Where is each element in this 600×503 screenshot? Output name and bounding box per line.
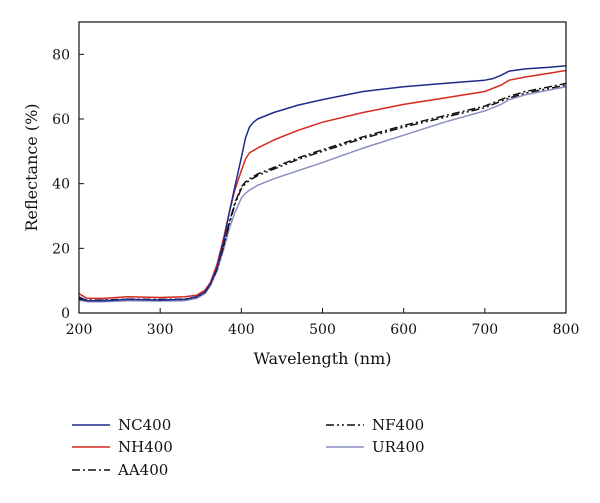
legend: NC400 NH400 AA400 NF400 UR400	[72, 416, 425, 479]
x-tick-label: 800	[553, 322, 580, 338]
y-tick-label: 60	[52, 112, 70, 128]
y-tick-label: 80	[52, 47, 70, 63]
legend-label-nc400: NC400	[118, 416, 171, 434]
legend-label-nh400: NH400	[118, 438, 173, 456]
x-tick-label: 700	[471, 322, 498, 338]
x-tick-label: 600	[390, 322, 417, 338]
series-line-nh400	[79, 69, 566, 300]
y-tick-label: 20	[52, 241, 70, 257]
y-tick-label: 40	[52, 177, 70, 193]
series-line-aa400	[79, 82, 566, 301]
x-tick-label: 200	[66, 322, 93, 338]
x-axis-label: Wavelength (nm)	[253, 349, 391, 368]
legend-label-ur400: UR400	[372, 438, 425, 456]
x-tick-label: 300	[147, 322, 174, 338]
x-tick-label: 500	[309, 322, 336, 338]
series-line-ur400	[79, 85, 566, 303]
y-axis-label: Reflectance (%)	[22, 103, 41, 231]
x-tick-label: 400	[228, 322, 255, 338]
legend-label-aa400: AA400	[117, 461, 168, 479]
plot-frame	[78, 21, 567, 314]
series-line-nc400	[79, 64, 566, 302]
y-tick-label: 0	[61, 306, 70, 322]
series-line-nf400	[79, 84, 566, 302]
legend-label-nf400: NF400	[372, 416, 424, 434]
